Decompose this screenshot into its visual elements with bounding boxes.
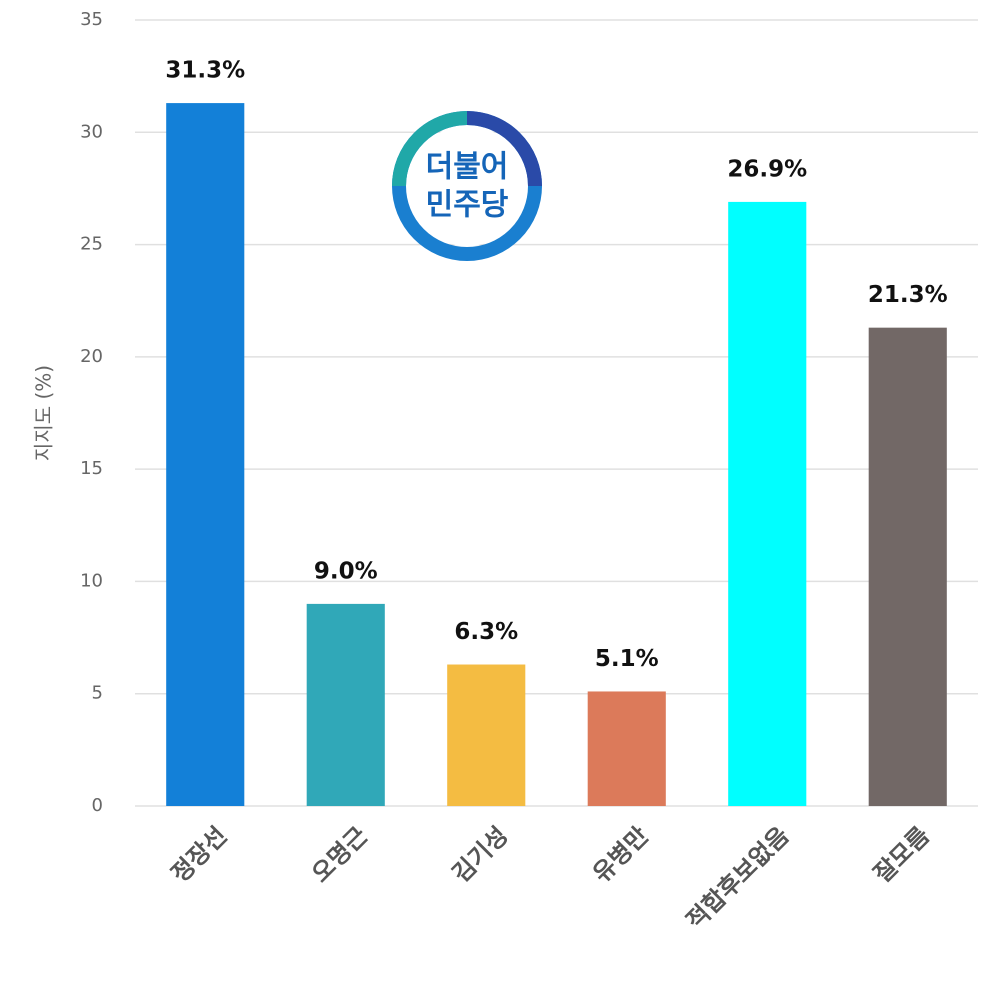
logo-text: 더불어 bbox=[426, 150, 509, 185]
y-tick-label: 35 bbox=[80, 9, 103, 30]
y-tick-label: 20 bbox=[80, 346, 103, 367]
value-label: 9.0% bbox=[314, 558, 378, 584]
y-tick-label: 0 bbox=[92, 795, 103, 816]
logo-disc bbox=[407, 126, 527, 246]
x-tick-label: 잘모름 bbox=[868, 821, 935, 888]
bar bbox=[868, 327, 947, 806]
x-tick-label: 정장선 bbox=[166, 821, 233, 888]
y-tick-label: 25 bbox=[80, 234, 103, 255]
x-tick-label: 유병만 bbox=[587, 821, 654, 888]
x-tick-label: 적합후보없음 bbox=[681, 821, 794, 934]
x-tick-label: 김기성 bbox=[447, 821, 514, 888]
logo-ring-arc bbox=[466, 111, 542, 187]
bar bbox=[728, 201, 807, 807]
bar bbox=[587, 691, 666, 806]
value-label: 26.9% bbox=[727, 156, 807, 182]
value-label: 21.3% bbox=[868, 282, 948, 308]
value-label: 31.3% bbox=[165, 58, 245, 84]
y-tick-label: 15 bbox=[80, 458, 103, 479]
x-tick-label: 오명근 bbox=[306, 821, 373, 888]
y-tick-label: 10 bbox=[80, 570, 103, 591]
logo-text: 민주당 bbox=[426, 188, 509, 223]
value-label: 6.3% bbox=[454, 619, 518, 645]
logo: 더불어 민주당 bbox=[392, 111, 542, 261]
y-tick-label: 30 bbox=[80, 121, 103, 142]
value-label: 5.1% bbox=[595, 646, 659, 672]
bar bbox=[447, 664, 526, 806]
logo-ring-arc bbox=[392, 111, 468, 187]
y-axis-label: 지지도 (%) bbox=[32, 365, 56, 461]
y-tick-label: 5 bbox=[92, 683, 103, 704]
bar bbox=[306, 603, 385, 806]
bar bbox=[166, 103, 245, 806]
